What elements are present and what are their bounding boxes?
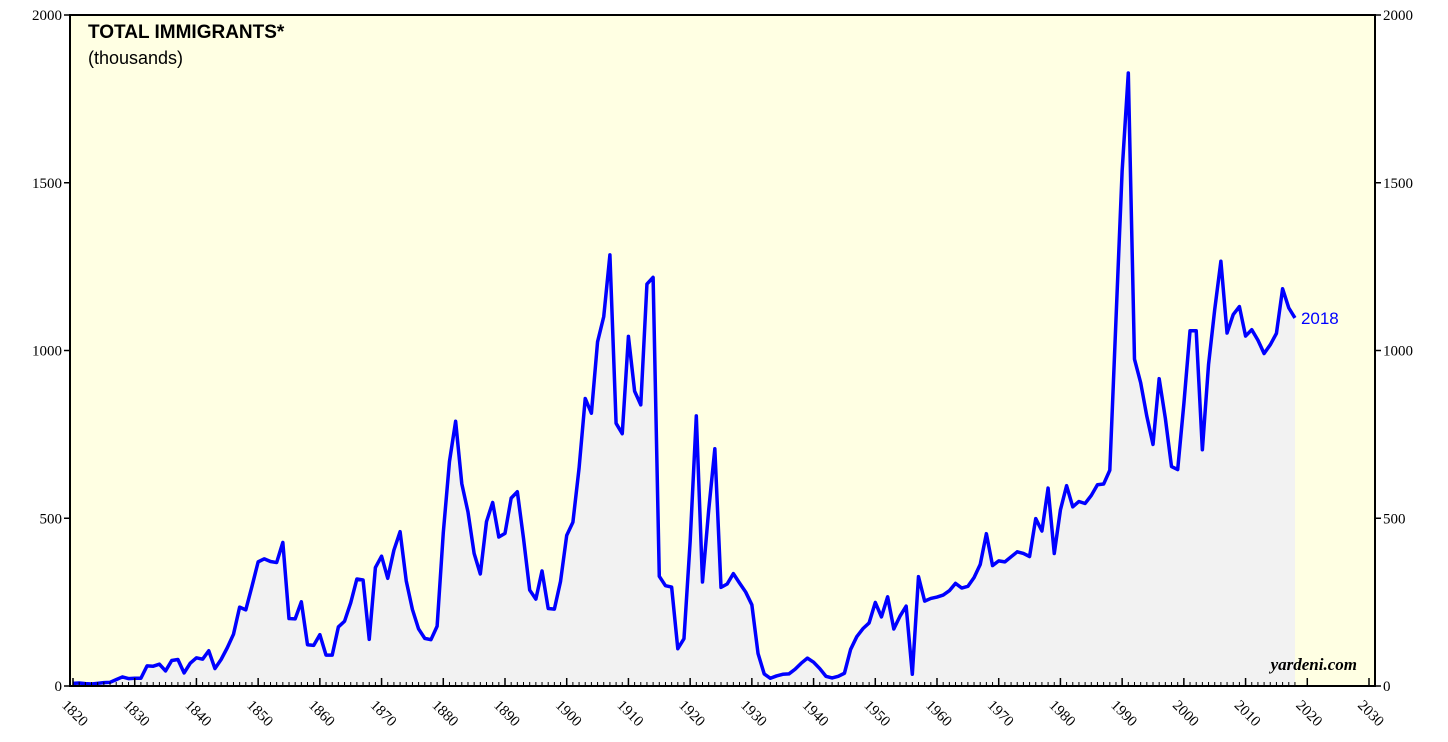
x-tick-label: 1860 [305, 698, 338, 731]
x-tick-label: 1910 [614, 698, 647, 731]
y-tick-label: 2000 [32, 8, 62, 24]
x-tick-label: 1850 [243, 698, 276, 731]
y2-tick-label: 2000 [1383, 8, 1413, 24]
x-tick-label: 1960 [922, 698, 955, 731]
y2-tick-label: 1500 [1383, 176, 1413, 192]
y2-tick-label: 500 [1383, 511, 1406, 527]
x-tick-label: 1900 [552, 698, 585, 731]
x-tick-label: 1940 [799, 698, 832, 731]
chart-subtitle: (thousands) [88, 48, 183, 68]
y-tick-label: 500 [40, 511, 63, 527]
line [72, 71, 1297, 686]
x-tick-label: 1890 [490, 698, 523, 731]
x-tick-label: 1980 [1046, 698, 1079, 731]
x-tick-label: 1930 [737, 698, 770, 731]
x-tick-label: 2020 [1292, 698, 1325, 731]
source-note: yardeni.com [1269, 655, 1357, 674]
x-tick-label: 1970 [984, 698, 1017, 731]
end-label: 2018 [1301, 309, 1339, 328]
chart-title: TOTAL IMMIGRANTS* [88, 22, 285, 43]
x-tick-label: 1840 [182, 698, 215, 731]
x-tick-label: 1950 [860, 698, 893, 731]
x-tick-label: 2000 [1169, 698, 1202, 731]
plot [72, 71, 1297, 687]
y-tick-label: 1000 [32, 344, 62, 360]
x-tick-label: 1990 [1107, 698, 1140, 731]
x-tick-label: 2010 [1231, 698, 1264, 731]
x-tick-label: 1870 [367, 698, 400, 731]
y2-tick-label: 0 [1383, 679, 1391, 695]
x-tick-label: 2030 [1354, 698, 1387, 731]
area [73, 73, 1295, 687]
y-tick-label: 0 [55, 679, 63, 695]
x-tick-label: 1820 [58, 698, 91, 731]
y2-tick-label: 1000 [1383, 344, 1413, 360]
x-tick-label: 1830 [120, 698, 153, 731]
x-tick-label: 1920 [675, 698, 708, 731]
y-tick-label: 1500 [32, 176, 62, 192]
x-tick-label: 1880 [428, 698, 461, 731]
